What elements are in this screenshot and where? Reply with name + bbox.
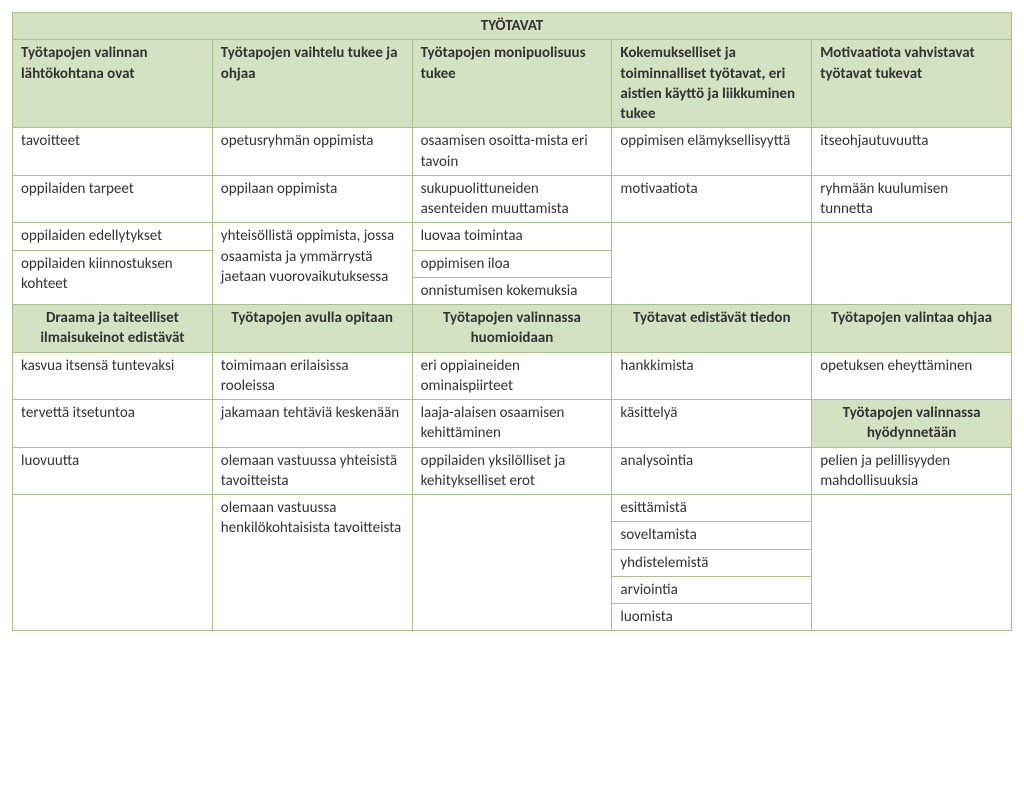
cell: tervettä itsetuntoa	[13, 400, 213, 448]
cell: oppimisen elämyksellisyyttä	[612, 128, 812, 176]
cell: arviointia	[612, 576, 812, 603]
cell-empty	[812, 223, 1012, 305]
cell: motivaatiota	[612, 175, 812, 223]
cell: luovuutta	[13, 447, 213, 495]
cell: oppilaiden tarpeet	[13, 175, 213, 223]
table-row: oppilaiden edellytykset yhteisöllistä op…	[13, 223, 1012, 250]
cell: luovaa toimintaa	[412, 223, 612, 250]
col-header: Työtapojen valinnan lähtökohtana ovat	[13, 40, 213, 128]
cell: yhdistelemistä	[612, 549, 812, 576]
cell: yhteisöllistä oppimista, jossa osaamista…	[212, 223, 412, 305]
header-row-1: Työtapojen valinnan lähtökohtana ovat Ty…	[13, 40, 1012, 128]
cell: käsittelyä	[612, 400, 812, 448]
cell: hankkimista	[612, 352, 812, 400]
header-row-2: Draama ja taiteelliset ilmaisukeinot edi…	[13, 305, 1012, 353]
cell-empty	[812, 495, 1012, 631]
table-row: olemaan vastuussa henkilökohtaisista tav…	[13, 495, 1012, 522]
cell: ryhmään kuulumisen tunnetta	[812, 175, 1012, 223]
table-row: tavoitteet opetusryhmän oppimista osaami…	[13, 128, 1012, 176]
col-header: Työtapojen avulla opitaan	[212, 305, 412, 353]
cell: analysointia	[612, 447, 812, 495]
cell: opetusryhmän oppimista	[212, 128, 412, 176]
col-header: Kokemukselliset ja toiminnalliset työtav…	[612, 40, 812, 128]
table-row: luovuutta olemaan vastuussa yhteisistä t…	[13, 447, 1012, 495]
cell: olemaan vastuussa henkilökohtaisista tav…	[212, 495, 412, 631]
col-header: Draama ja taiteelliset ilmaisukeinot edi…	[13, 305, 213, 353]
cell: oppilaiden edellytykset	[13, 223, 213, 250]
col-header: Työtapojen monipuolisuus tukee	[412, 40, 612, 128]
tyotavat-table: TYÖTAVAT Työtapojen valinnan lähtökohtan…	[12, 12, 1012, 631]
table-row: oppilaiden tarpeet oppilaan oppimista su…	[13, 175, 1012, 223]
cell: oppilaiden yksilölliset ja kehityksellis…	[412, 447, 612, 495]
cell: esittämistä	[612, 495, 812, 522]
col-header: Työtapojen valinnassa huomioidaan	[412, 305, 612, 353]
table-row: tervettä itsetuntoa jakamaan tehtäviä ke…	[13, 400, 1012, 448]
table-title: TYÖTAVAT	[13, 13, 1012, 40]
cell: luomista	[612, 604, 812, 631]
cell: oppimisen iloa	[412, 250, 612, 277]
cell: pelien ja pelillisyyden mahdollisuuksia	[812, 447, 1012, 495]
cell: toimimaan erilaisissa rooleissa	[212, 352, 412, 400]
cell: sukupuolittuneiden asenteiden muuttamist…	[412, 175, 612, 223]
col-header: Työtapojen valintaa ohjaa	[812, 305, 1012, 353]
col-header: Työtapojen vaihtelu tukee ja ohjaa	[212, 40, 412, 128]
cell: eri oppiaineiden ominaispiirteet	[412, 352, 612, 400]
cell: opetuksen eheyttäminen	[812, 352, 1012, 400]
cell: laaja-alaisen osaamisen kehittäminen	[412, 400, 612, 448]
cell: jakamaan tehtäviä keskenään	[212, 400, 412, 448]
cell: tavoitteet	[13, 128, 213, 176]
table-row: kasvua itsensä tuntevaksi toimimaan eril…	[13, 352, 1012, 400]
cell-empty	[612, 223, 812, 305]
cell-empty	[13, 495, 213, 631]
cell: kasvua itsensä tuntevaksi	[13, 352, 213, 400]
cell: onnistumisen kokemuksia	[412, 277, 612, 304]
sub-header: Työtapojen valinnassa hyödynnetään	[812, 400, 1012, 448]
cell: oppilaan oppimista	[212, 175, 412, 223]
cell-empty	[412, 495, 612, 631]
cell: itseohjautuvuutta	[812, 128, 1012, 176]
cell: soveltamista	[612, 522, 812, 549]
cell: olemaan vastuussa yhteisistä tavoitteist…	[212, 447, 412, 495]
cell: oppilaiden kiinnostuksen kohteet	[13, 250, 213, 305]
col-header: Motivaatiota vahvistavat työtavat tukeva…	[812, 40, 1012, 128]
col-header: Työtavat edistävät tiedon	[612, 305, 812, 353]
cell: osaamisen osoitta-mista eri tavoin	[412, 128, 612, 176]
